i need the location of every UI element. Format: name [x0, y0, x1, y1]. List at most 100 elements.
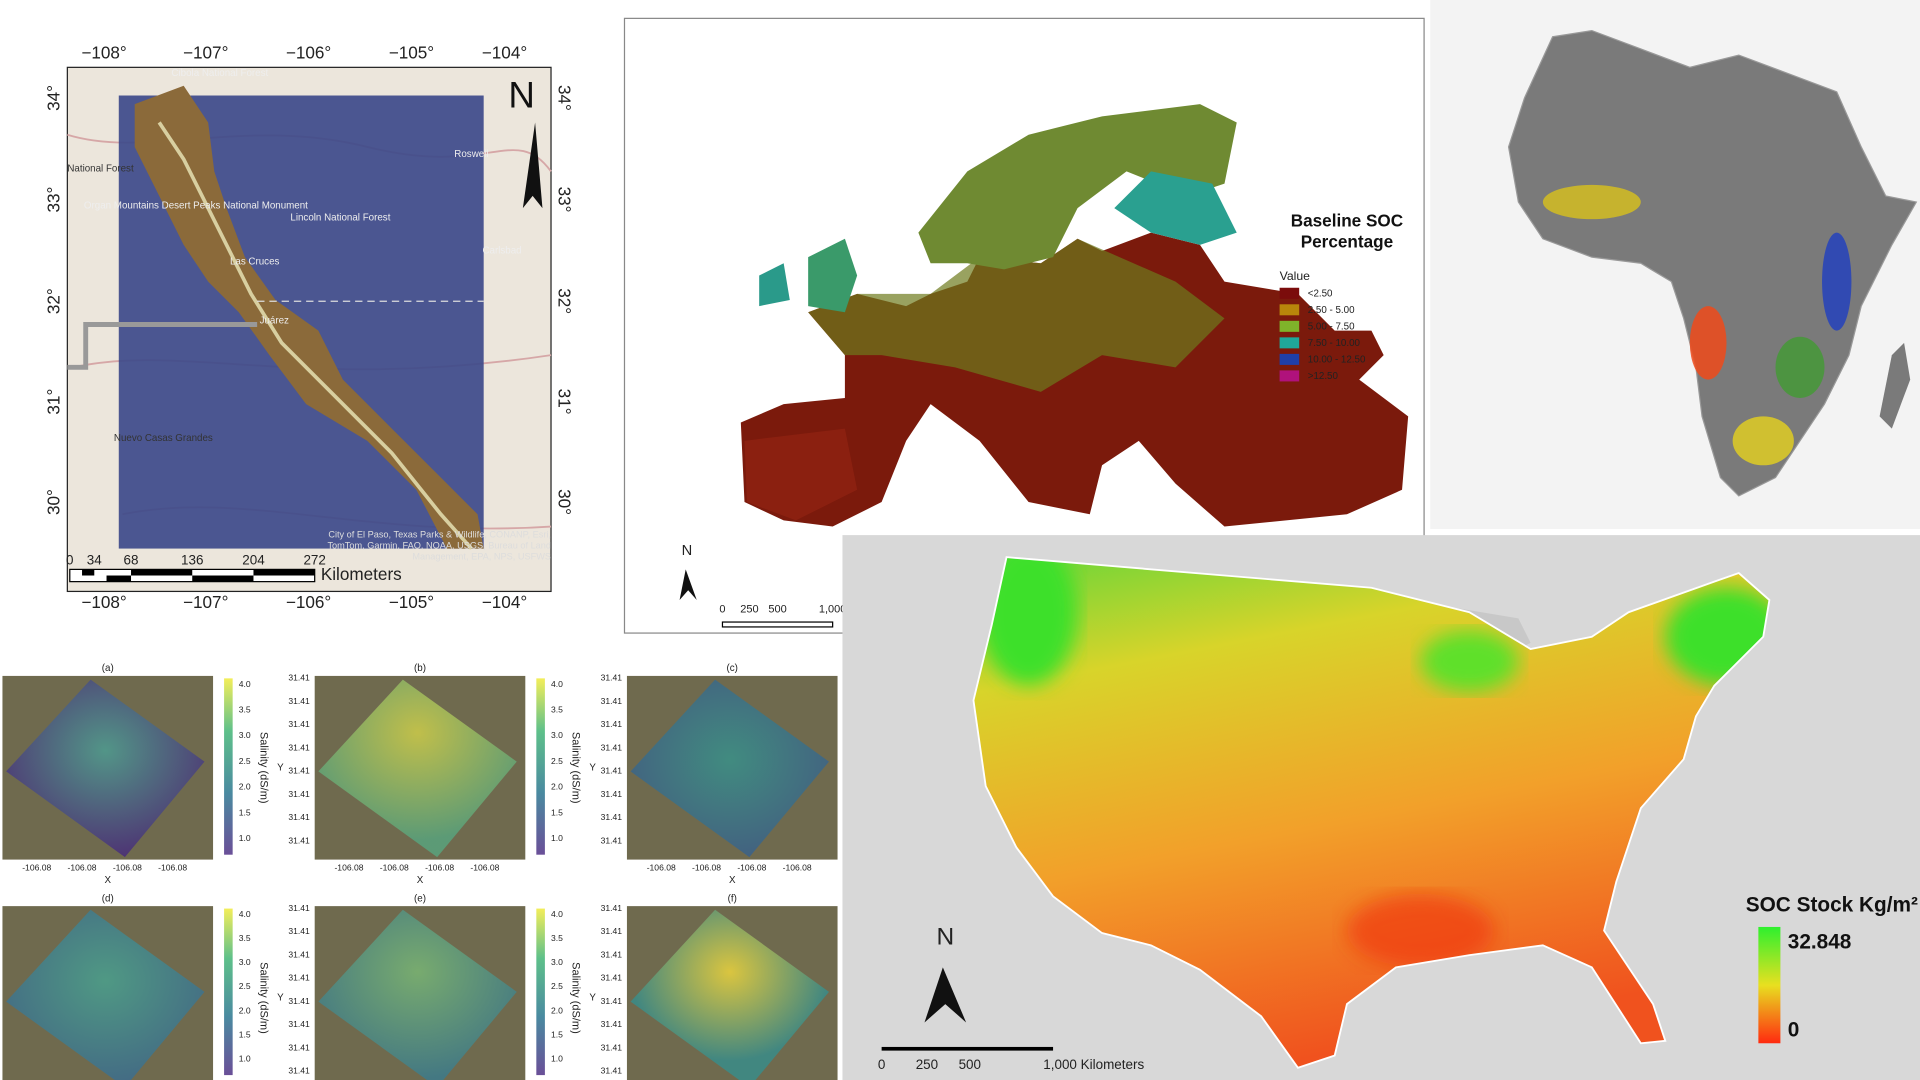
north-label: N: [508, 75, 535, 116]
place-label: Carlsbad: [482, 246, 521, 257]
y-tick: 31.41: [601, 789, 623, 799]
attribution: City of El Paso, Texas Parks & Wildlife,…: [327, 528, 552, 563]
y-tick: 31.41: [601, 742, 623, 752]
scale-label: 0: [66, 552, 73, 567]
colorbar-label: Salinity (dS/m): [570, 732, 582, 804]
y-tick: 31.41: [288, 812, 310, 822]
x-label: X: [104, 875, 111, 886]
scale-label: 250: [916, 1057, 938, 1072]
y-tick: 31.41: [601, 1042, 623, 1052]
colorbar-tick: 2.0: [239, 782, 251, 792]
y-tick: 31.41: [601, 1019, 623, 1029]
river: [157, 121, 473, 550]
latitude-label: 33°: [555, 187, 575, 213]
latitude-label: 31°: [44, 389, 64, 415]
y-tick: 31.41: [288, 996, 310, 1006]
y-tick: 31.41: [288, 1042, 310, 1052]
colorbar-tick: 2.5: [551, 981, 563, 991]
colorbar: [536, 678, 545, 855]
colorbar-tick: 1.5: [551, 807, 563, 817]
y-tick: 31.41: [601, 835, 623, 845]
x-tick: -106.08: [380, 862, 409, 872]
legend-swatch: [1279, 287, 1300, 299]
x-tick: -106.08: [113, 862, 142, 872]
colorbar-tick: 4.0: [551, 909, 563, 919]
y-label: Y: [277, 762, 284, 773]
y-tick: 31.41: [288, 719, 310, 729]
legend-swatch: [1279, 337, 1300, 349]
north-arrow: [924, 967, 967, 1023]
longitude-label: −107°: [183, 592, 228, 612]
y-tick: 31.41: [601, 696, 623, 706]
longitude-label: −106°: [286, 592, 331, 612]
x-tick: -106.08: [425, 862, 454, 872]
y-tick: 31.41: [288, 1066, 310, 1076]
madagascar: [1879, 342, 1911, 429]
colorbar-label: Salinity (dS/m): [570, 962, 582, 1034]
latitude-label: 30°: [555, 489, 575, 515]
x-tick: -106.08: [158, 862, 187, 872]
longitude-label: −108°: [81, 592, 126, 612]
colorbar-label: Salinity (dS/m): [257, 962, 269, 1034]
scale-bar: [82, 569, 95, 576]
place-label: Cibola National Forest: [171, 68, 268, 79]
place-label: Las Cruces: [230, 257, 280, 268]
colorbar-tick: 3.5: [551, 933, 563, 943]
longitude-label: −104°: [482, 42, 527, 62]
colorbar-tick: 1.5: [239, 1029, 251, 1039]
scale-label: 204: [242, 552, 265, 567]
scale-label: 1,000 Kilometers: [1043, 1057, 1144, 1072]
colorbar: [224, 908, 233, 1076]
y-tick: 31.41: [601, 903, 623, 913]
scale-label: 1,000: [819, 604, 847, 616]
y-tick: 31.41: [601, 719, 623, 729]
subplot-title: (e): [414, 893, 426, 904]
subplot-title: (d): [102, 893, 114, 904]
scale-label: 500: [959, 1057, 981, 1072]
place-label: Roswell: [454, 149, 488, 160]
colorbar-tick: 4.0: [551, 679, 563, 689]
scale-label: 500: [768, 604, 786, 616]
finland: [1114, 171, 1237, 245]
north-arrow: [522, 122, 543, 209]
scale-bar: [192, 575, 254, 582]
longitude-label: −106°: [286, 42, 331, 62]
colorbar-tick: 2.5: [239, 756, 251, 766]
y-tick: 31.41: [601, 926, 623, 936]
attribution-text: City of El Paso, Texas Parks & Wildlife,…: [327, 528, 552, 563]
soc-high: [979, 557, 1078, 686]
y-tick: 31.41: [601, 673, 623, 683]
legend-label: <2.50: [1308, 288, 1333, 299]
longitude-label: −105°: [389, 592, 434, 612]
longitude-label: −104°: [482, 592, 527, 612]
colorbar-tick: 3.0: [551, 957, 563, 967]
usa-panel: [842, 535, 1920, 1080]
sample-points: [1542, 184, 1852, 466]
colorbar-tick: 4.0: [239, 679, 251, 689]
place-label: Nuevo Casas Grandes: [114, 433, 213, 444]
soc-low: [1346, 893, 1494, 968]
national-border: [67, 322, 258, 370]
legend-title-text: Baseline SOC Percentage: [1290, 210, 1404, 251]
legend-label: 7.50 - 10.00: [1308, 338, 1361, 349]
longitude-label: −105°: [389, 42, 434, 62]
latitude-label: 34°: [44, 85, 64, 111]
watershed: [134, 85, 484, 549]
legend-title: Baseline SOC Percentage: [1290, 210, 1404, 251]
colorbar-tick: 1.5: [551, 1029, 563, 1039]
x-tick: -106.08: [68, 862, 97, 872]
legend-swatch: [1279, 353, 1300, 365]
legend-label: 10.00 - 12.50: [1308, 355, 1366, 366]
scale-unit: Kilometers: [321, 564, 402, 584]
scale-bar: [881, 1046, 1054, 1051]
north-arrow: [679, 569, 697, 600]
x-label: X: [729, 875, 736, 886]
y-tick: 31.41: [601, 949, 623, 959]
legend-title: SOC Stock Kg/m²: [1746, 894, 1918, 917]
point-cluster: [1822, 232, 1852, 331]
colorbar-tick: 3.5: [239, 704, 251, 714]
latitude-label: 34°: [555, 85, 575, 111]
x-tick: -106.08: [783, 862, 812, 872]
salinity-field: [630, 909, 829, 1080]
subplot-title: (f): [728, 893, 737, 904]
